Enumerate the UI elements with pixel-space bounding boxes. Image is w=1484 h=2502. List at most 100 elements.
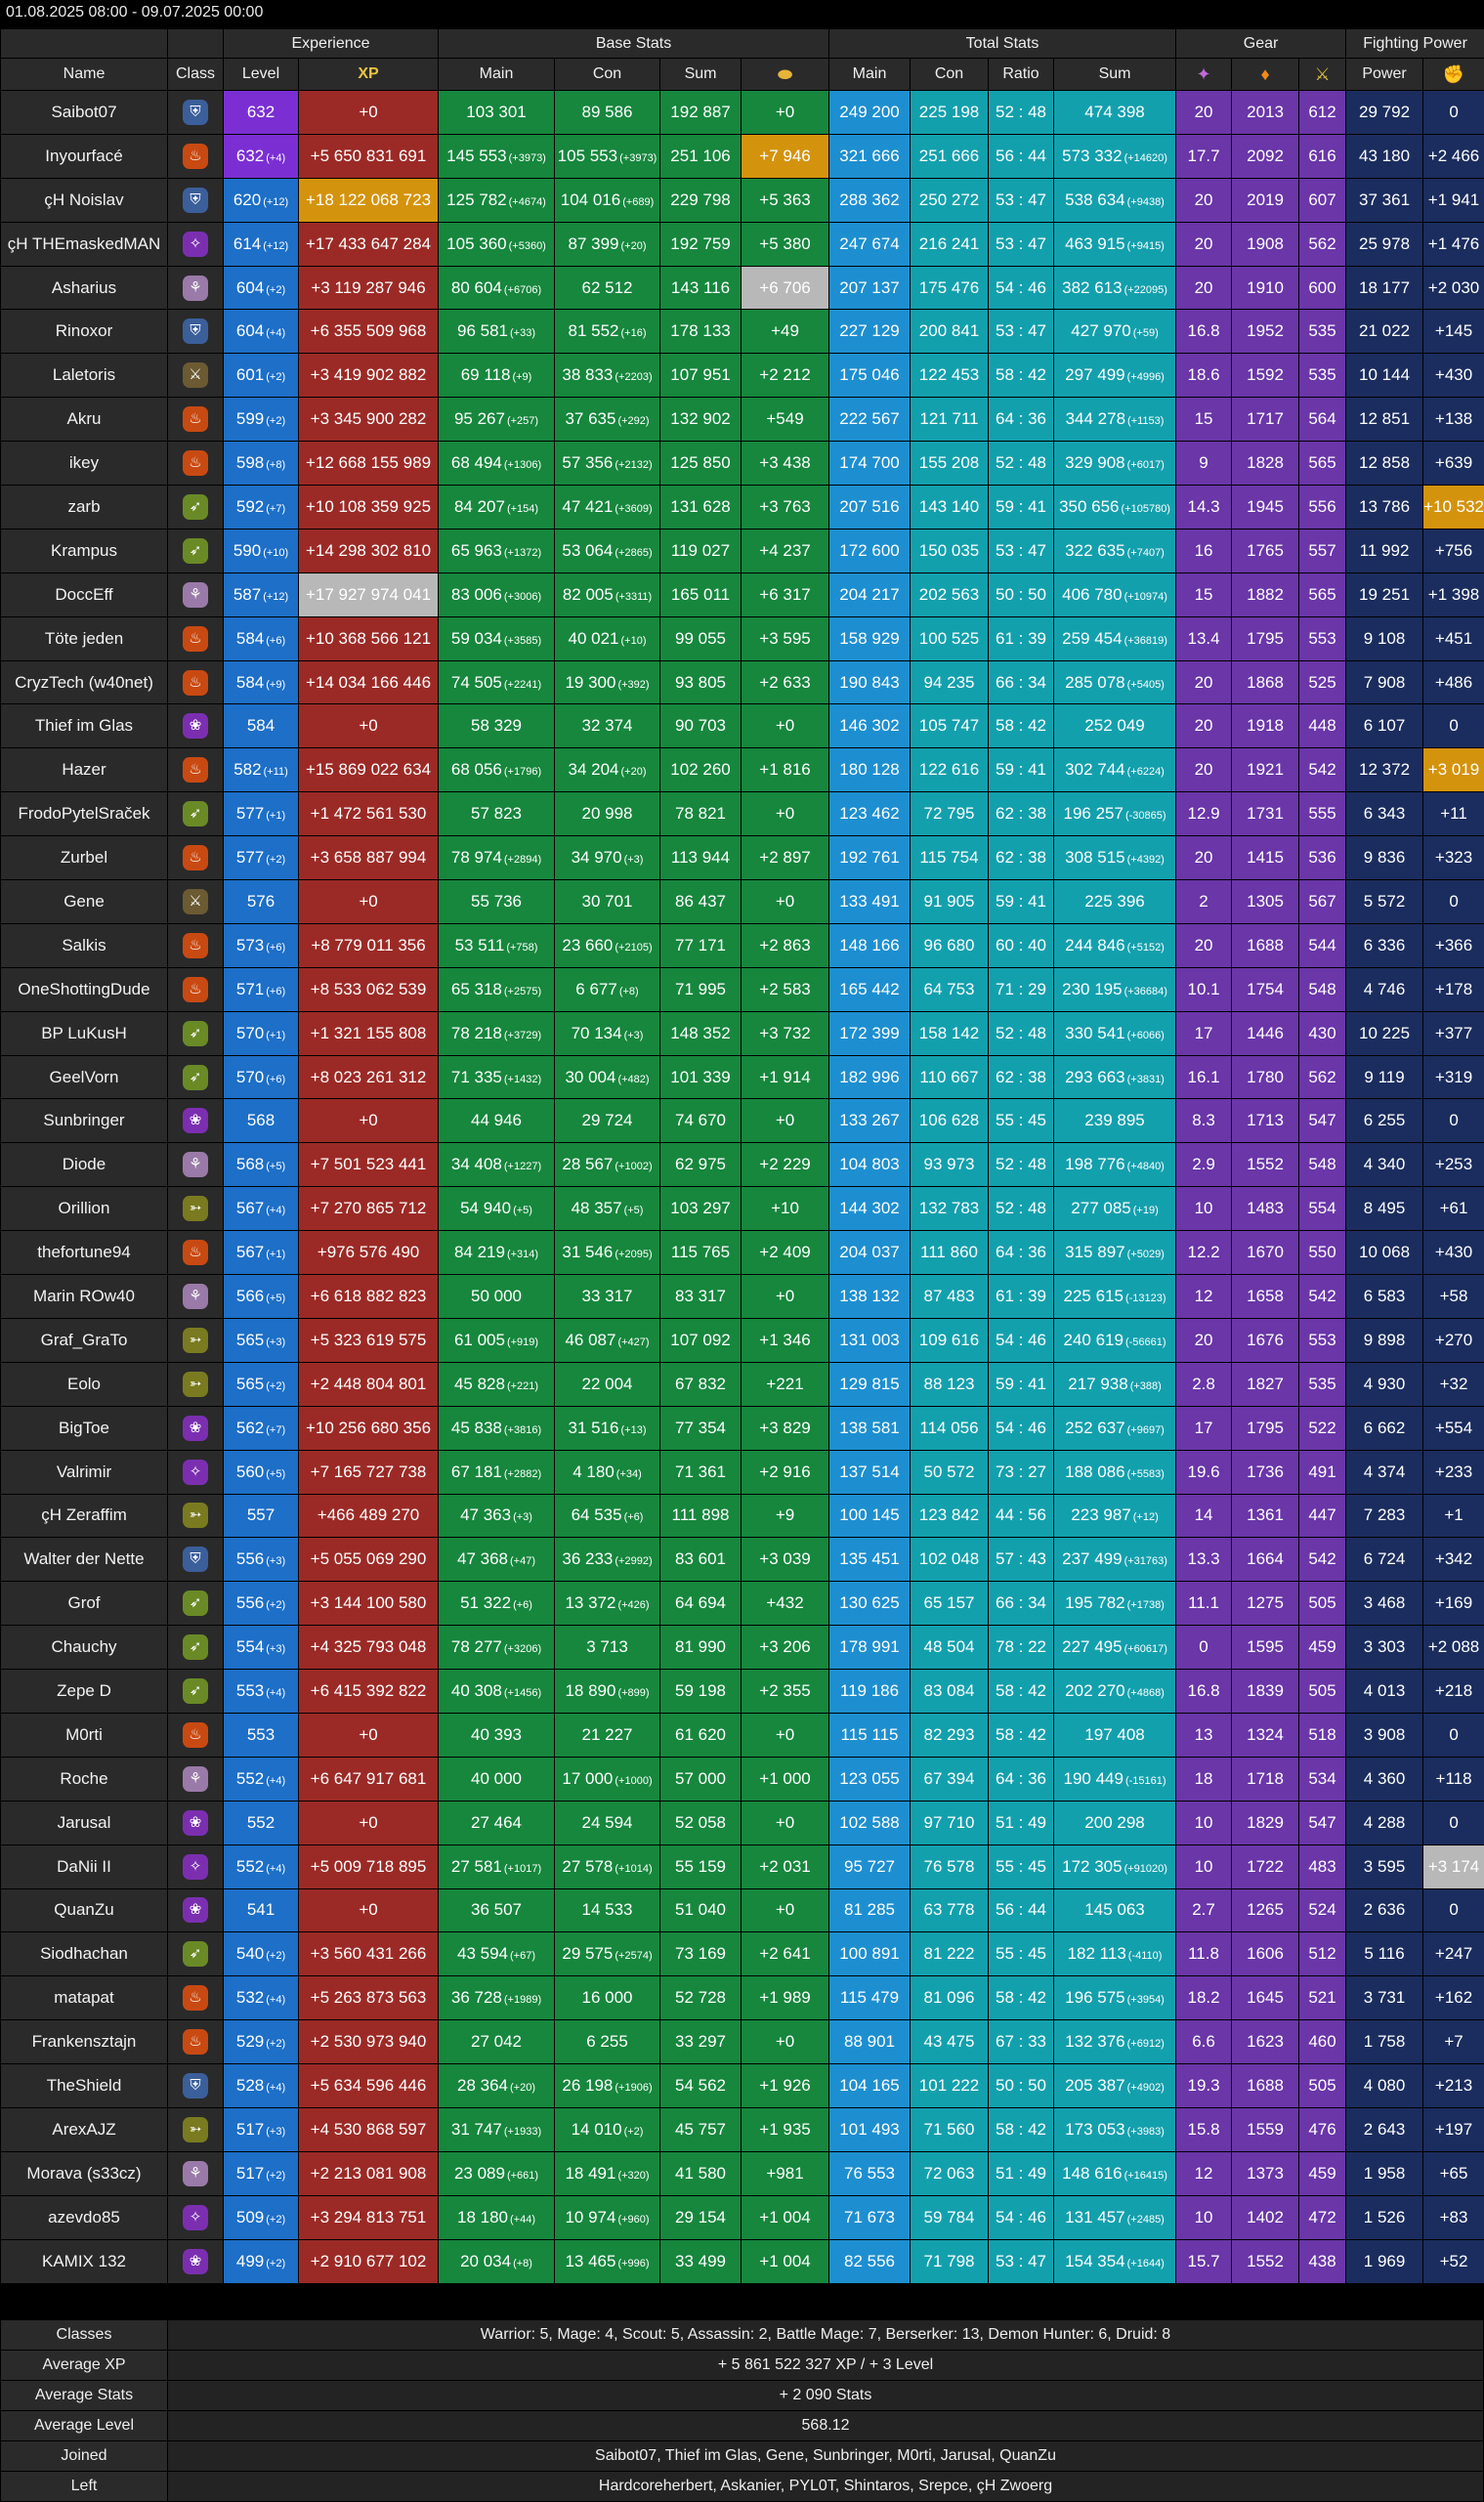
player-name[interactable]: DaNii II: [1, 1845, 168, 1888]
total-con-cell: 132 783: [911, 1187, 989, 1231]
player-name[interactable]: BP LuKusH: [1, 1011, 168, 1055]
ratio-cell: 62 : 38: [989, 836, 1054, 880]
gem-cell-value: 1275: [1247, 1593, 1284, 1612]
main-cell: 54 940(+5): [439, 1187, 555, 1231]
player-name[interactable]: Zepe D: [1, 1670, 168, 1714]
xp-cell-value: +976 576 490: [318, 1243, 419, 1261]
fp-delta-cell: +2 466: [1423, 134, 1484, 178]
player-name[interactable]: Rinoxor: [1, 310, 168, 354]
xp-cell: +466 489 270: [299, 1494, 439, 1538]
player-name[interactable]: Grof: [1, 1582, 168, 1626]
name-column-header[interactable]: Name: [1, 59, 168, 91]
player-name[interactable]: Sunbringer: [1, 1099, 168, 1143]
player-name[interactable]: BigToe: [1, 1406, 168, 1450]
player-name[interactable]: DoccEff: [1, 572, 168, 616]
player-name[interactable]: Marin ROw40: [1, 1275, 168, 1319]
player-name[interactable]: Akru: [1, 398, 168, 442]
total-con-column-header[interactable]: Con: [911, 59, 989, 91]
total-main-cell: 131 003: [829, 1318, 911, 1362]
player-name[interactable]: Laletoris: [1, 354, 168, 398]
player-name[interactable]: Inyourfacé: [1, 134, 168, 178]
sword-cell-value: 562: [1308, 234, 1336, 253]
player-name[interactable]: GeelVorn: [1, 1055, 168, 1099]
player-name[interactable]: ArexAJZ: [1, 2107, 168, 2151]
player-name[interactable]: Frankensztajn: [1, 2020, 168, 2064]
player-name[interactable]: zarb: [1, 486, 168, 530]
player-name[interactable]: Hazer: [1, 748, 168, 792]
xp-column-header[interactable]: XP: [299, 59, 439, 91]
player-name[interactable]: Roche: [1, 1757, 168, 1801]
player-name[interactable]: çH Noislav: [1, 178, 168, 222]
player-name[interactable]: Krampus: [1, 529, 168, 572]
player-name[interactable]: Salkis: [1, 923, 168, 967]
player-name[interactable]: Siodhachan: [1, 1932, 168, 1976]
sum-cell: 33 499: [660, 2239, 742, 2283]
player-name[interactable]: Thief im Glas: [1, 704, 168, 748]
total-sum-cell: 252 637(+9697): [1054, 1406, 1176, 1450]
player-name[interactable]: Asharius: [1, 266, 168, 310]
total-con-cell-value: 121 711: [919, 409, 978, 428]
fp-delta-column-header[interactable]: ✊: [1423, 59, 1484, 91]
player-name[interactable]: ikey: [1, 442, 168, 486]
level-column-header[interactable]: Level: [224, 59, 299, 91]
player-name[interactable]: Töte jeden: [1, 616, 168, 660]
sum-cell-value: 107 951: [670, 365, 730, 384]
level-cell-value: 571: [236, 980, 264, 998]
player-name[interactable]: çH Zeraffim: [1, 1494, 168, 1538]
flame-icon: ♨: [183, 933, 208, 958]
con-column-header[interactable]: Con: [555, 59, 660, 91]
player-name[interactable]: M0rti: [1, 1713, 168, 1757]
player-name[interactable]: matapat: [1, 1976, 168, 2020]
player-name[interactable]: Valrimir: [1, 1450, 168, 1494]
player-name[interactable]: Chauchy: [1, 1626, 168, 1670]
power-cell: 6 255: [1346, 1099, 1423, 1143]
class-cell: ⚘: [168, 1757, 224, 1801]
player-name[interactable]: Jarusal: [1, 1801, 168, 1845]
gem-column-header[interactable]: ♦: [1232, 59, 1299, 91]
player-name[interactable]: OneShottingDude: [1, 967, 168, 1011]
player-name[interactable]: Orillion: [1, 1187, 168, 1231]
player-name[interactable]: CryzTech (w40net): [1, 660, 168, 704]
power-column-header[interactable]: Power: [1346, 59, 1423, 91]
gold-cell: +1 004: [742, 2195, 829, 2239]
player-name[interactable]: Graf_GraTo: [1, 1318, 168, 1362]
gem-cell: 1324: [1232, 1713, 1299, 1757]
gem-cell: 1868: [1232, 660, 1299, 704]
sword-column-header[interactable]: ⚔: [1299, 59, 1346, 91]
gem-cell: 1552: [1232, 1143, 1299, 1187]
player-name[interactable]: Diode: [1, 1143, 168, 1187]
player-name[interactable]: FrodoPytelSraček: [1, 792, 168, 836]
crystal-cell-value: 2.9: [1192, 1155, 1215, 1173]
total-main-column-header[interactable]: Main: [829, 59, 911, 91]
player-name[interactable]: thefortune94: [1, 1231, 168, 1275]
player-name[interactable]: Saibot07: [1, 91, 168, 135]
power-cell: 13 786: [1346, 486, 1423, 530]
xp-cell-value: +2 530 973 940: [311, 2032, 427, 2051]
total-sum-column-header[interactable]: Sum: [1054, 59, 1176, 91]
player-name[interactable]: QuanZu: [1, 1888, 168, 1932]
main-cell-value: 36 728: [451, 1988, 502, 2007]
player-name[interactable]: Morava (s33cz): [1, 2151, 168, 2195]
ratio-column-header[interactable]: Ratio: [989, 59, 1054, 91]
gold-column-header[interactable]: ⬬: [742, 59, 829, 91]
gold-cell-value: +2 641: [759, 1944, 810, 1963]
player-name[interactable]: çH THEmaskedMAN: [1, 222, 168, 266]
con-cell: 31 546(+2095): [555, 1231, 660, 1275]
class-column-header[interactable]: Class: [168, 59, 224, 91]
crystal-cell: 17.7: [1176, 134, 1232, 178]
crystal-column-header[interactable]: ✦: [1176, 59, 1232, 91]
player-name[interactable]: KAMIX 132: [1, 2239, 168, 2283]
player-name-value: Hazer: [62, 760, 106, 779]
player-name[interactable]: Gene: [1, 880, 168, 924]
player-name-value: Frankensztajn: [32, 2032, 137, 2051]
player-name[interactable]: Zurbel: [1, 836, 168, 880]
total-con-cell-value: 225 198: [919, 103, 979, 121]
player-name[interactable]: TheShield: [1, 2064, 168, 2108]
player-name[interactable]: Eolo: [1, 1362, 168, 1406]
player-name[interactable]: azevdo85: [1, 2195, 168, 2239]
main-column-header[interactable]: Main: [439, 59, 555, 91]
sum-column-header[interactable]: Sum: [660, 59, 742, 91]
ratio-cell: 54 : 46: [989, 1318, 1054, 1362]
player-name[interactable]: Walter der Nette: [1, 1538, 168, 1582]
